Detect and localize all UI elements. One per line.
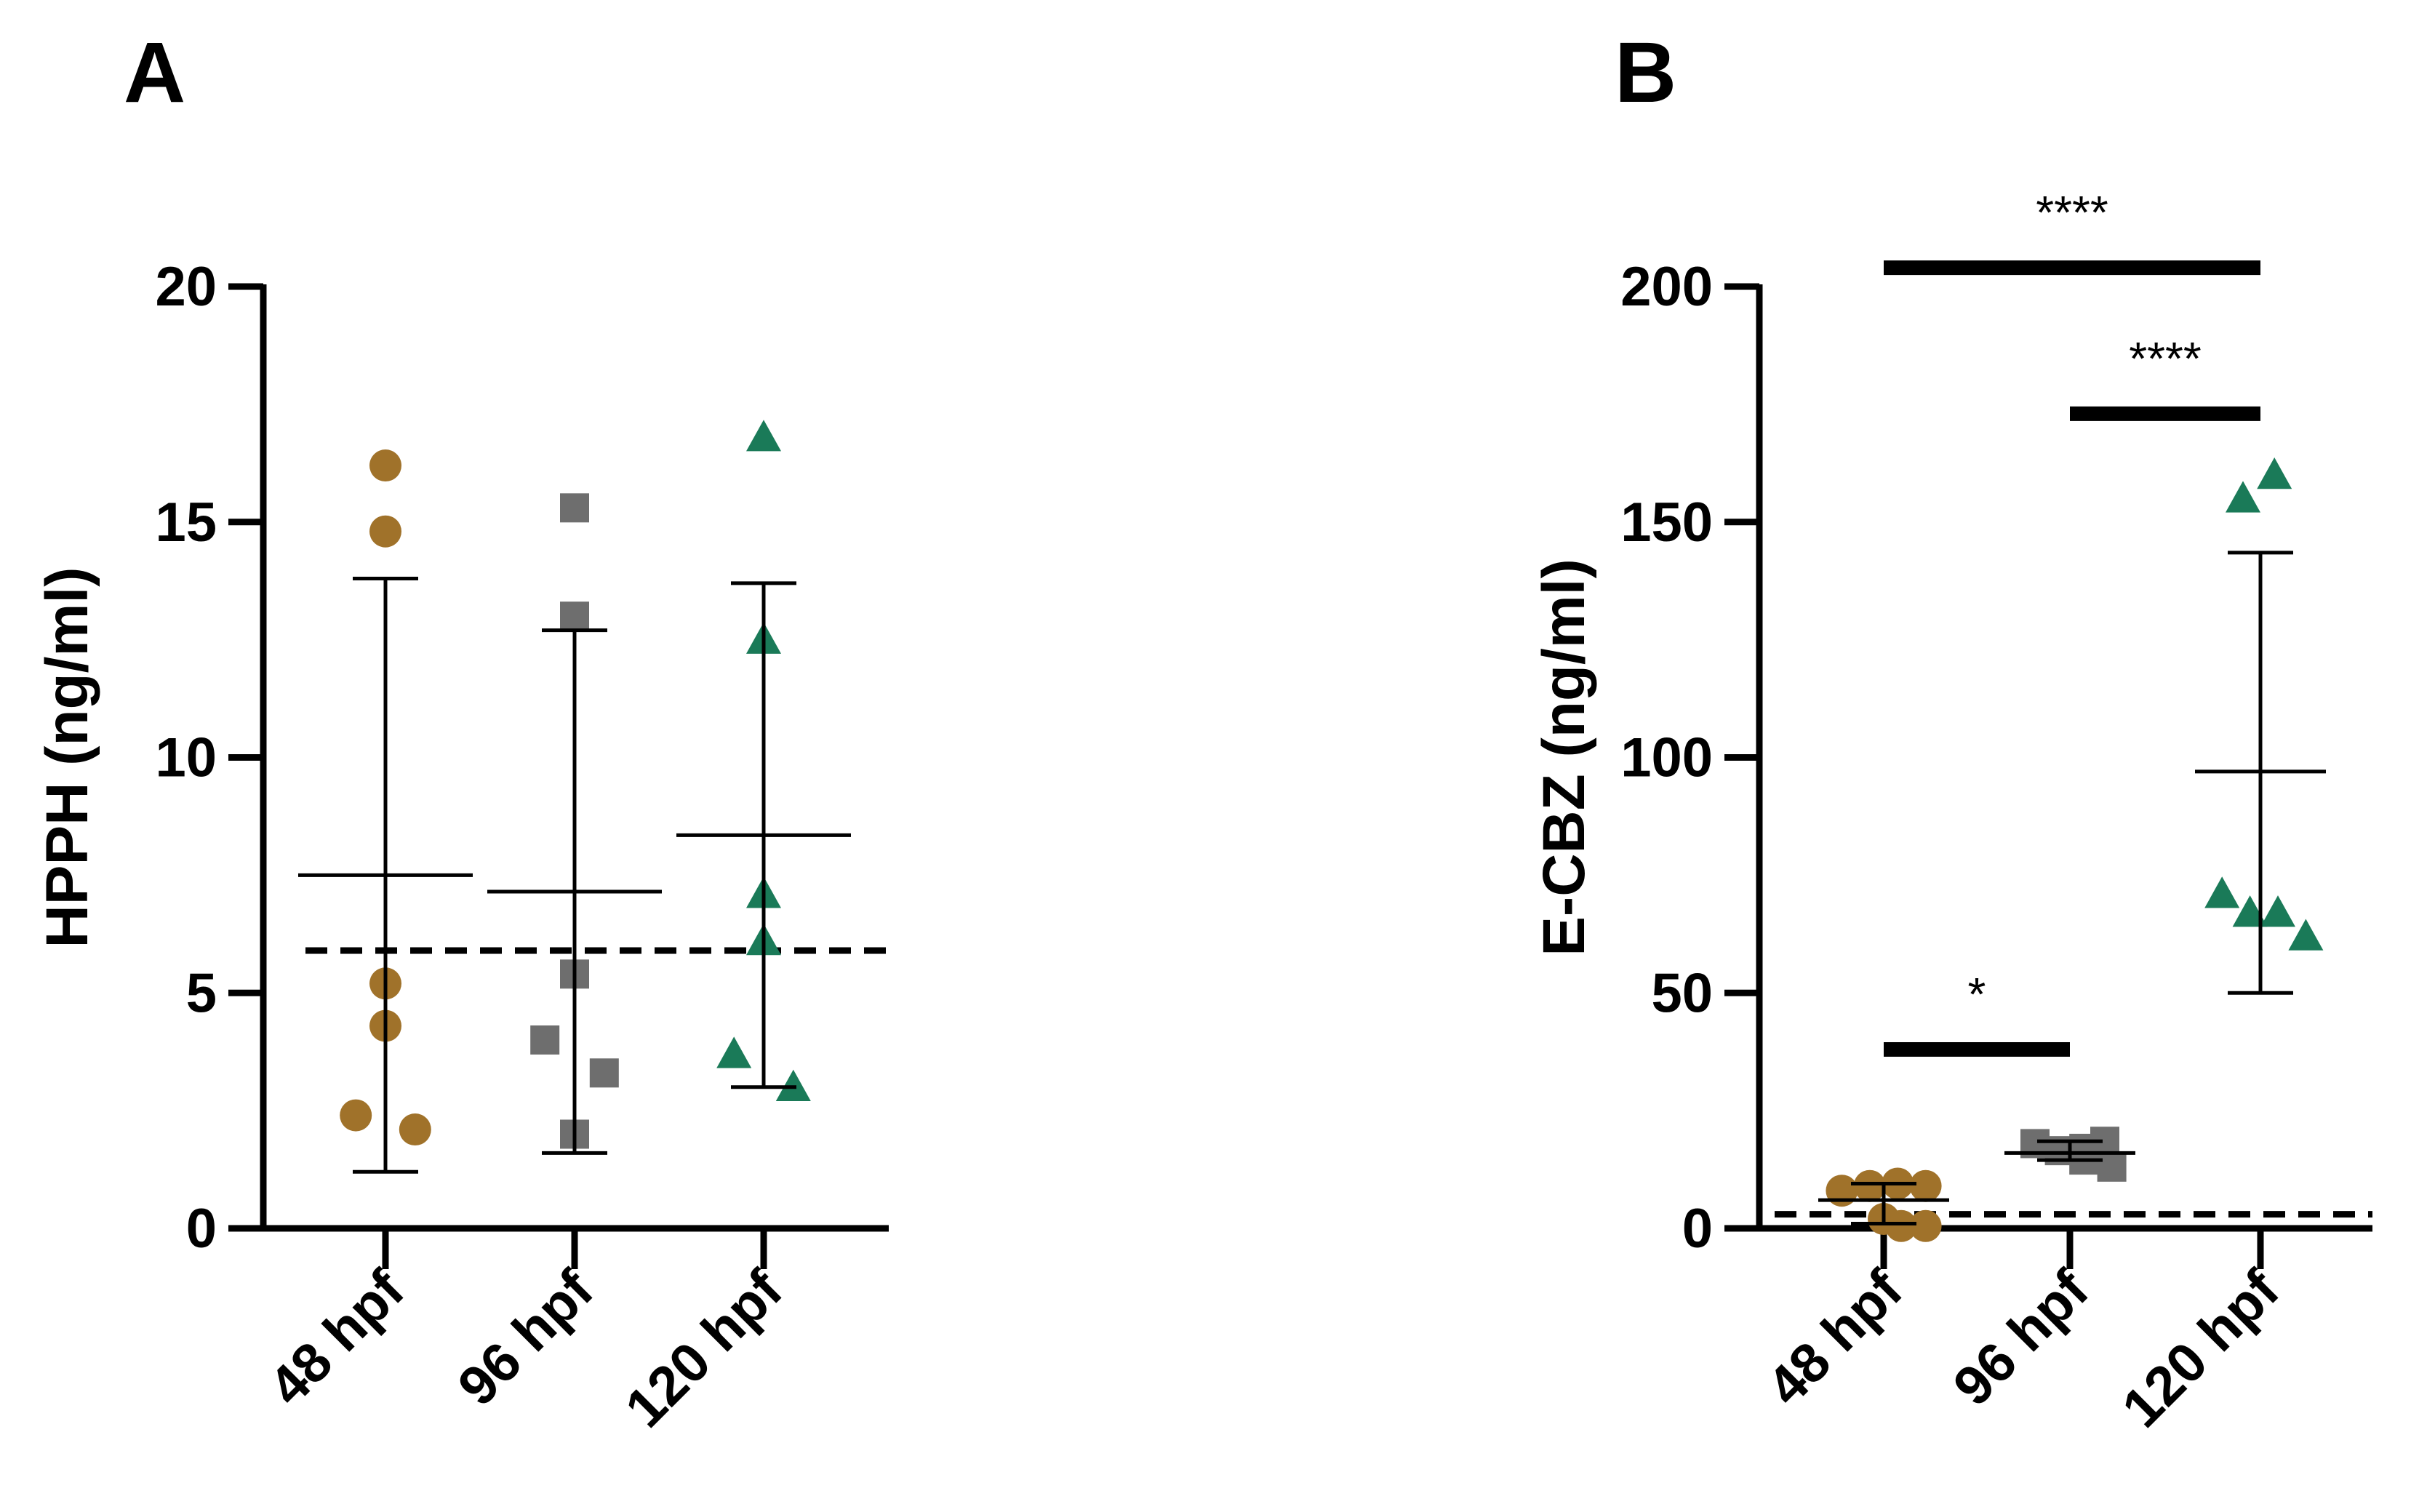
data-point bbox=[340, 1099, 372, 1132]
panel-b-chart: B 0 50 100 150 200 E-CBZ (ng/ml) 48 hpf 96 hpf 12… bbox=[1531, 25, 2372, 1439]
x-tick-label: 96 hpf bbox=[447, 1258, 606, 1417]
y-tick-label: 10 bbox=[155, 727, 217, 789]
data-point bbox=[2257, 457, 2292, 489]
panel-label-a: A bbox=[124, 25, 185, 121]
data-point bbox=[1909, 1169, 1942, 1202]
data-point bbox=[560, 601, 589, 631]
data-point bbox=[2226, 481, 2260, 513]
data-point bbox=[369, 515, 401, 548]
y-tick-label: 20 bbox=[155, 256, 217, 318]
x-tick-label: 120 hpf bbox=[2111, 1258, 2292, 1439]
panel-a-chart: A 0 5 10 15 20 HPPH (ng/ml) 48 hpf 96 hpf 120 hpf bbox=[34, 25, 889, 1439]
data-point bbox=[716, 1036, 752, 1068]
significance-label: **** bbox=[2036, 186, 2108, 239]
y-tick-label: 15 bbox=[155, 492, 217, 553]
y-tick-label: 100 bbox=[1620, 727, 1713, 789]
data-point bbox=[1885, 1209, 1917, 1242]
data-point bbox=[560, 493, 589, 523]
x-tick-label: 120 hpf bbox=[614, 1258, 795, 1439]
x-tick-label: 48 hpf bbox=[1756, 1258, 1915, 1417]
y-tick-label: 50 bbox=[1651, 962, 1713, 1024]
data-point bbox=[399, 1113, 431, 1146]
y-tick-label: 150 bbox=[1620, 492, 1713, 553]
y-tick-label: 5 bbox=[186, 962, 217, 1024]
y-axis-title: E-CBZ (ng/ml) bbox=[1531, 559, 1597, 956]
data-point bbox=[369, 449, 401, 482]
data-point bbox=[2288, 919, 2324, 951]
y-tick-label: 0 bbox=[186, 1198, 217, 1260]
y-axis-title: HPPH (ng/ml) bbox=[34, 567, 100, 948]
x-tick-label: 96 hpf bbox=[1942, 1258, 2101, 1417]
data-point bbox=[2260, 895, 2295, 927]
y-tick-label: 200 bbox=[1620, 256, 1713, 318]
data-point bbox=[1853, 1169, 1886, 1202]
data-point bbox=[2204, 876, 2240, 908]
x-tick-label: 48 hpf bbox=[257, 1258, 417, 1417]
y-tick-label: 0 bbox=[1682, 1198, 1713, 1260]
data-point bbox=[2097, 1152, 2127, 1182]
data-point bbox=[530, 1025, 560, 1055]
data-point bbox=[1909, 1209, 1942, 1242]
data-point bbox=[589, 1058, 619, 1088]
data-point bbox=[746, 420, 781, 452]
panel-label-b: B bbox=[1615, 25, 1676, 121]
significance-label: * bbox=[1968, 968, 1986, 1020]
significance-label: **** bbox=[2129, 332, 2202, 385]
